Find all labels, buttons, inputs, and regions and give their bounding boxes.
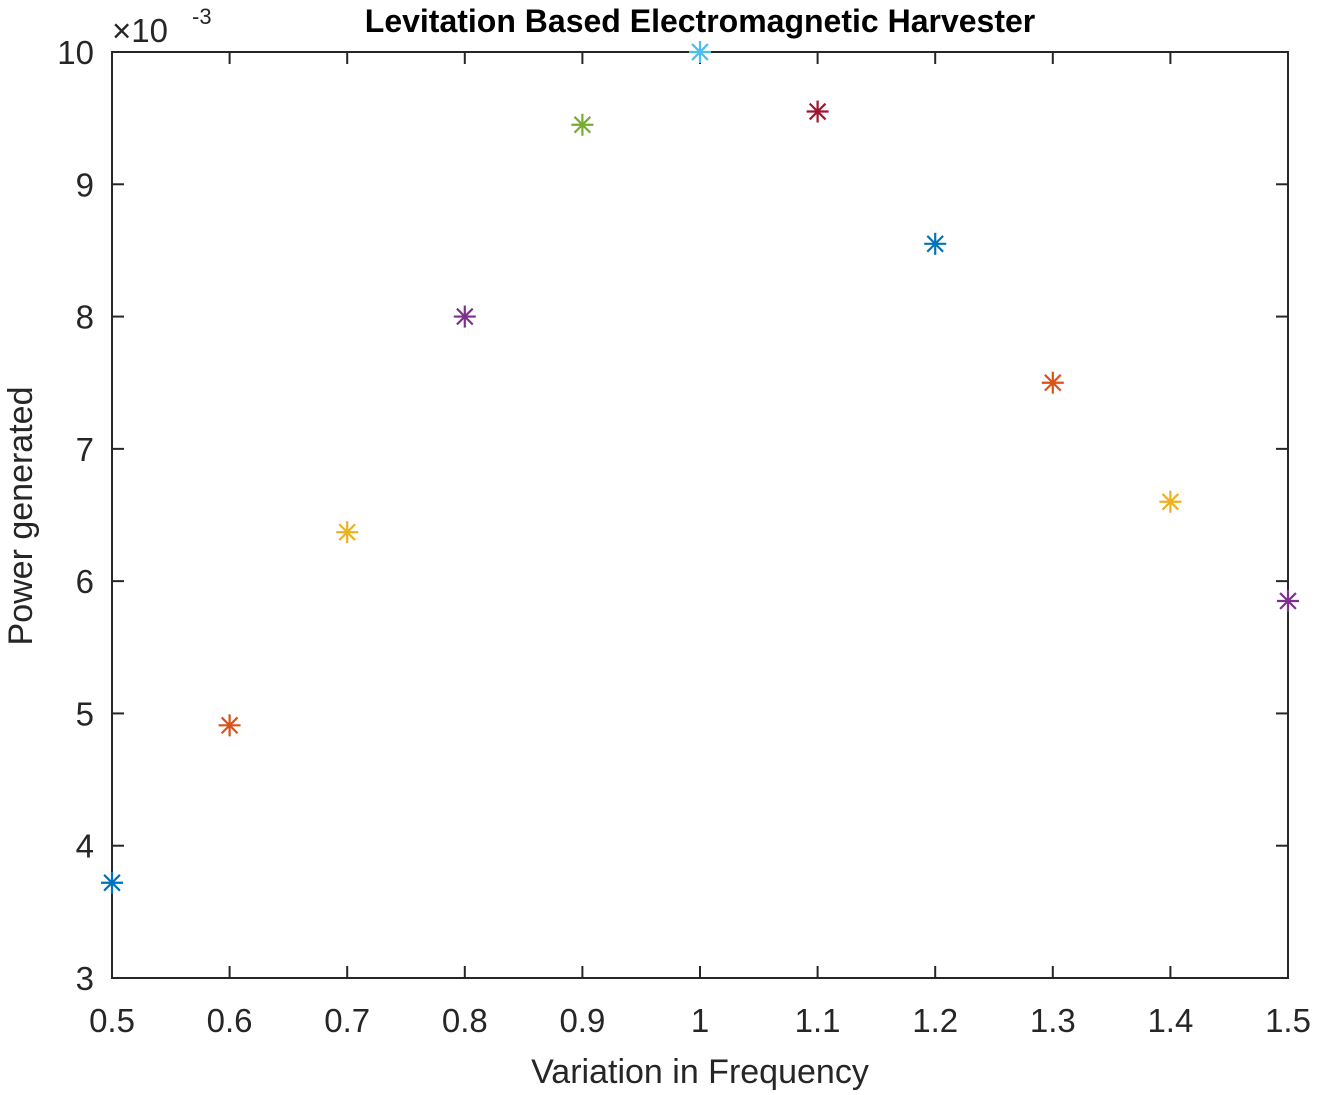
y-tick-label: 8	[76, 299, 94, 336]
y-tick-label: 9	[76, 166, 94, 203]
data-point	[571, 113, 594, 136]
x-tick-label: 1.4	[1147, 1002, 1193, 1039]
y-exponent-power: -3	[192, 4, 212, 29]
x-tick-label: 1.2	[912, 1002, 958, 1039]
data-point	[1277, 589, 1299, 612]
chart-title: Levitation Based Electromagnetic Harvest…	[365, 3, 1035, 39]
data-point	[1041, 371, 1064, 394]
data-point	[101, 871, 123, 894]
data-points	[101, 41, 1299, 894]
y-axis-label: Power generated	[2, 387, 40, 646]
y-tick-label: 10	[57, 34, 94, 71]
x-tick-label: 1	[691, 1002, 709, 1039]
x-tick-label: 0.6	[207, 1002, 253, 1039]
y-tick-label: 4	[76, 828, 94, 865]
x-tick-label: 1.1	[795, 1002, 841, 1039]
y-tick-label: 6	[76, 563, 94, 600]
x-axis-label: Variation in Frequency	[531, 1053, 869, 1091]
data-point	[218, 714, 241, 737]
x-tick-label: 1.3	[1030, 1002, 1076, 1039]
y-tick-label: 7	[76, 431, 94, 468]
data-point	[689, 41, 711, 63]
x-tick-labels: 0.5 0.6 0.7 0.8 0.9 1 1.1 1.2 1.3 1.4 1.5	[89, 1002, 1311, 1039]
y-exponent-multiplier: ×10	[112, 12, 168, 49]
data-point	[453, 305, 476, 328]
data-point	[924, 232, 947, 255]
x-tick-label: 1.5	[1265, 1002, 1311, 1039]
ticks	[111, 51, 1289, 979]
x-tick-label: 0.7	[324, 1002, 370, 1039]
x-tick-label: 0.9	[559, 1002, 605, 1039]
plot-frame	[111, 51, 1289, 979]
y-tick-labels: 3 4 5 6 7 8 9 10	[57, 34, 94, 997]
data-point	[1159, 490, 1182, 513]
axes-box	[111, 51, 1289, 979]
data-point	[336, 521, 359, 544]
x-tick-label: 0.8	[442, 1002, 488, 1039]
y-tick-label: 3	[76, 960, 94, 997]
data-point	[806, 100, 829, 123]
x-tick-label: 0.5	[89, 1002, 135, 1039]
y-tick-label: 5	[76, 695, 94, 732]
